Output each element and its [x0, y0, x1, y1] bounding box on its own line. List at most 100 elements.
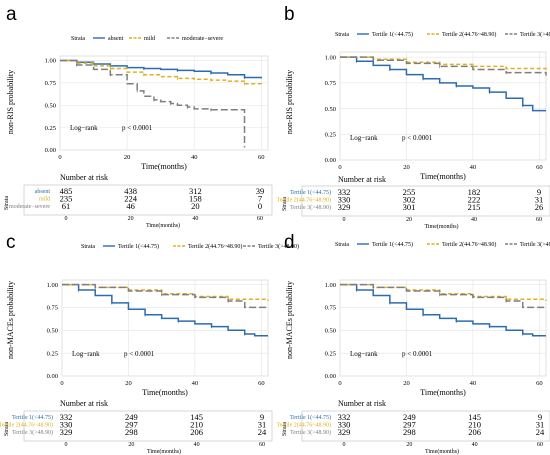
risk-count-0-3: 39 — [256, 186, 265, 196]
risk-count-1-1: 297 — [403, 420, 416, 430]
risk-count-2-1: 298 — [403, 427, 416, 437]
risk-row-label-2: Tertile 3(>48.90) — [290, 429, 331, 436]
y-tick-label-3: 0.75 — [325, 305, 336, 312]
risk-count-2-0: 329 — [338, 427, 351, 437]
risk-count-2-2: 20 — [191, 201, 200, 211]
risk-row-label-0: Tertile 1(<44.75) — [290, 189, 331, 196]
chart-panel-c: c Strata Tertile 1(<44.75) Tertile 2(44.76~… — [0, 232, 299, 455]
risk-count-2-1: 301 — [403, 202, 416, 212]
x-tick-label-0: 0 — [58, 154, 61, 161]
x-tick-label-2: 40 — [191, 154, 198, 161]
km-curve-2 — [340, 283, 547, 309]
risk-count-1-1: 302 — [403, 195, 416, 205]
risk-x-tick-1: 20 — [406, 442, 412, 448]
p-value: p < 0.0001 — [402, 350, 433, 358]
legend-label-1: Tertile 2(44.76~48.90) — [442, 31, 496, 38]
km-curve-2 — [60, 59, 246, 148]
risk-count-0-0: 332 — [338, 412, 351, 422]
risk-count-1-3: 31 — [258, 420, 267, 430]
risk-row-label-0: absent — [35, 189, 51, 195]
panel-letter: b — [284, 4, 295, 25]
y-tick-label-2: 0.50 — [47, 327, 58, 334]
x-tick-label-1: 20 — [124, 154, 131, 161]
logrank-label: Log−rank — [350, 134, 378, 142]
y-tick-label-0: 0.00 — [45, 147, 56, 154]
risk-x-tick-2: 40 — [471, 217, 477, 223]
km-curve-0 — [340, 56, 546, 112]
plot-area — [339, 51, 547, 161]
risk-row-label-2: Tertile 3(>48.90) — [290, 204, 331, 211]
risk-count-2-2: 215 — [468, 202, 481, 212]
risk-count-2-0: 329 — [338, 202, 351, 212]
risk-count-0-1: 255 — [403, 187, 416, 197]
panel-letter: a — [6, 4, 17, 25]
risk-x-axis-label: Time(months) — [424, 223, 458, 230]
risk-count-2-3: 26 — [535, 202, 544, 212]
legend: Strata absent mild moderate−severe — [71, 36, 223, 42]
y-axis-label: non-RIS probability — [285, 70, 294, 134]
y-tick-label-0: 0.00 — [47, 373, 58, 380]
legend-label-0: Tertile 1(<44.75) — [372, 241, 413, 248]
risk-x-tick-2: 40 — [472, 442, 478, 448]
y-tick-label-3: 0.75 — [45, 80, 56, 87]
x-axis-label: Time(months) — [420, 172, 466, 181]
risk-x-tick-1: 20 — [128, 442, 134, 448]
y-tick-label-2: 0.50 — [325, 327, 336, 334]
risk-row-label-2: moderate−severe — [9, 204, 50, 210]
risk-strata-label: Strata — [4, 196, 10, 210]
p-value: p < 0.0001 — [122, 124, 153, 132]
x-tick-label-3: 60 — [536, 164, 543, 171]
risk-row-label-1: Tertile 2(44.76~48.90) — [277, 422, 331, 429]
risk-table-title: Number at risk — [60, 173, 108, 182]
risk-x-tick-1: 20 — [406, 217, 412, 223]
risk-count-0-3: 9 — [538, 412, 542, 422]
legend: Strata Tertile 1(<44.75) Tertile 2(44.76~4… — [81, 243, 299, 250]
km-curve-2 — [62, 283, 269, 309]
risk-count-1-0: 235 — [60, 194, 73, 204]
y-tick-label-1: 0.25 — [47, 350, 58, 357]
y-tick-label-0: 0.00 — [325, 373, 336, 380]
risk-count-1-1: 224 — [124, 194, 138, 204]
risk-count-2-1: 298 — [125, 427, 138, 437]
x-tick-label-1: 20 — [403, 380, 410, 387]
legend-label-2: Tertile 3(>48.90) — [520, 241, 550, 248]
risk-strata-label: Strata — [282, 197, 288, 211]
risk-count-1-2: 222 — [468, 195, 481, 205]
risk-count-0-1: 438 — [124, 186, 137, 196]
risk-count-0-3: 9 — [537, 187, 541, 197]
risk-row-label-1: Tertile 2(44.76~48.90) — [277, 197, 331, 204]
risk-count-0-0: 332 — [338, 187, 351, 197]
risk-count-0-0: 332 — [60, 412, 73, 422]
legend-title: Strata — [81, 244, 95, 250]
risk-row-label-1: Tertile 2(44.76~48.90) — [0, 422, 53, 429]
x-tick-label-1: 20 — [125, 380, 132, 387]
logrank-label: Log−rank — [72, 350, 100, 358]
x-tick-label-2: 40 — [192, 380, 199, 387]
risk-count-1-2: 210 — [468, 420, 481, 430]
x-axis-label: Time(months) — [420, 388, 466, 397]
risk-x-tick-0: 0 — [343, 217, 346, 223]
risk-x-axis-label: Time(months) — [146, 222, 180, 229]
legend-label-0: Tertile 1(<44.75) — [118, 243, 159, 250]
risk-x-tick-3: 60 — [537, 442, 543, 448]
legend: Strata Tertile 1(<44.75) Tertile 2(44.76~4… — [335, 241, 550, 248]
risk-count-0-2: 312 — [189, 186, 202, 196]
legend-label-0: absent — [108, 36, 124, 42]
x-tick-label-0: 0 — [338, 164, 341, 171]
y-tick-label-2: 0.50 — [45, 102, 56, 109]
x-tick-label-3: 60 — [536, 380, 543, 387]
risk-x-tick-2: 40 — [192, 216, 198, 222]
legend-label-2: Tertile 3(>48.90) — [258, 243, 299, 250]
y-axis-label: non-MACEs probability — [285, 281, 294, 359]
x-axis-label: Time(months) — [141, 162, 187, 171]
risk-count-0-3: 9 — [260, 412, 264, 422]
risk-x-axis-label: Time(months) — [147, 448, 181, 455]
legend-label-2: moderate−severe — [182, 36, 223, 42]
risk-count-0-1: 249 — [125, 412, 138, 422]
risk-row-label-0: Tertile 1(<44.75) — [12, 414, 53, 421]
risk-count-1-3: 31 — [536, 420, 545, 430]
panel-letter: c — [6, 232, 16, 253]
risk-strata-label: Strata — [282, 422, 288, 436]
